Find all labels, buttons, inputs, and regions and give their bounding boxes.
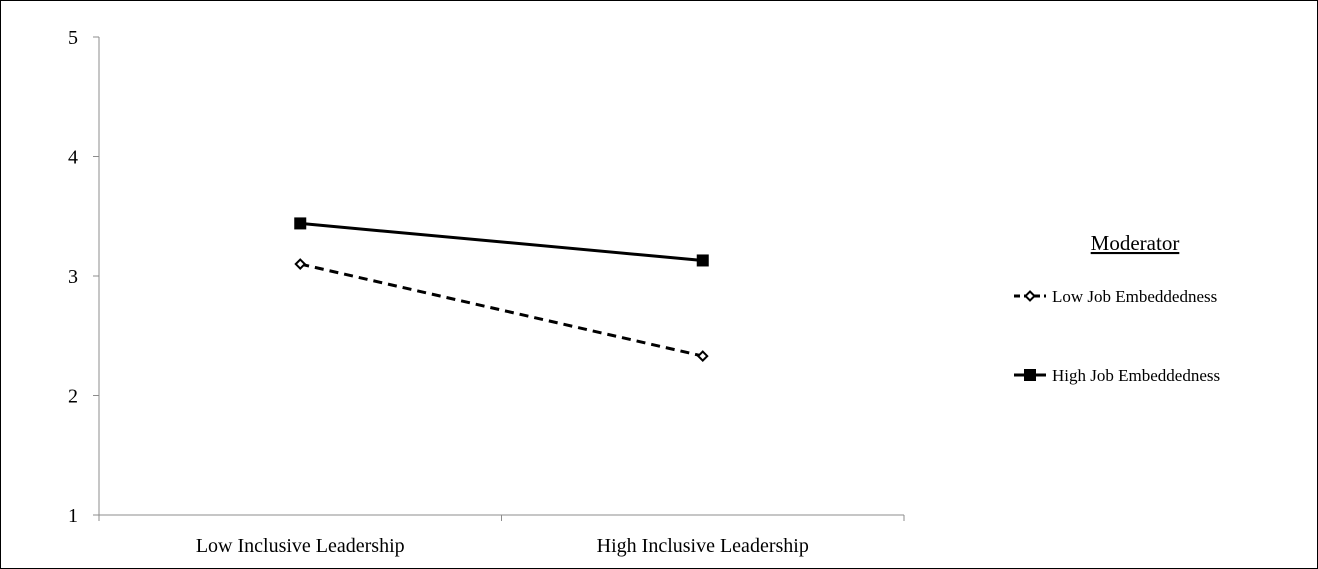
y-tick-label: 3 [68, 266, 78, 288]
y-tick-label: 2 [68, 386, 78, 408]
legend-title: Moderator [1091, 231, 1180, 255]
legend-item: Low Job Embeddedness [1014, 287, 1217, 306]
y-tick-label: 4 [68, 147, 78, 169]
data-point [696, 254, 709, 267]
data-point [294, 217, 307, 230]
series-1 [294, 217, 709, 267]
axes: 1 2 3 4 5 Low Inclusive Leadership High Inclus… [68, 27, 905, 557]
legend-marker [1024, 290, 1036, 302]
legend-label: High Job Embeddedness [1052, 366, 1220, 385]
y-tick-label: 5 [68, 27, 78, 49]
y-tick-label: 1 [68, 505, 78, 527]
series-0 [294, 258, 709, 362]
legend-marker [1024, 369, 1036, 381]
legend-label: Low Job Embeddedness [1052, 287, 1217, 306]
legend: Moderator Low Job Embeddedness High Job E… [1014, 231, 1220, 385]
legend-item: High Job Embeddedness [1014, 366, 1220, 385]
series-line [300, 221, 703, 262]
data-point [294, 258, 307, 270]
series-layer [294, 217, 709, 362]
x-category-label: Low Inclusive Leadership [196, 535, 405, 557]
data-point [696, 350, 709, 362]
legend-items: Low Job Embeddedness High Job Embeddednes… [1014, 287, 1220, 385]
series-line [299, 262, 704, 358]
x-category-label: High Inclusive Leadership [597, 535, 809, 557]
